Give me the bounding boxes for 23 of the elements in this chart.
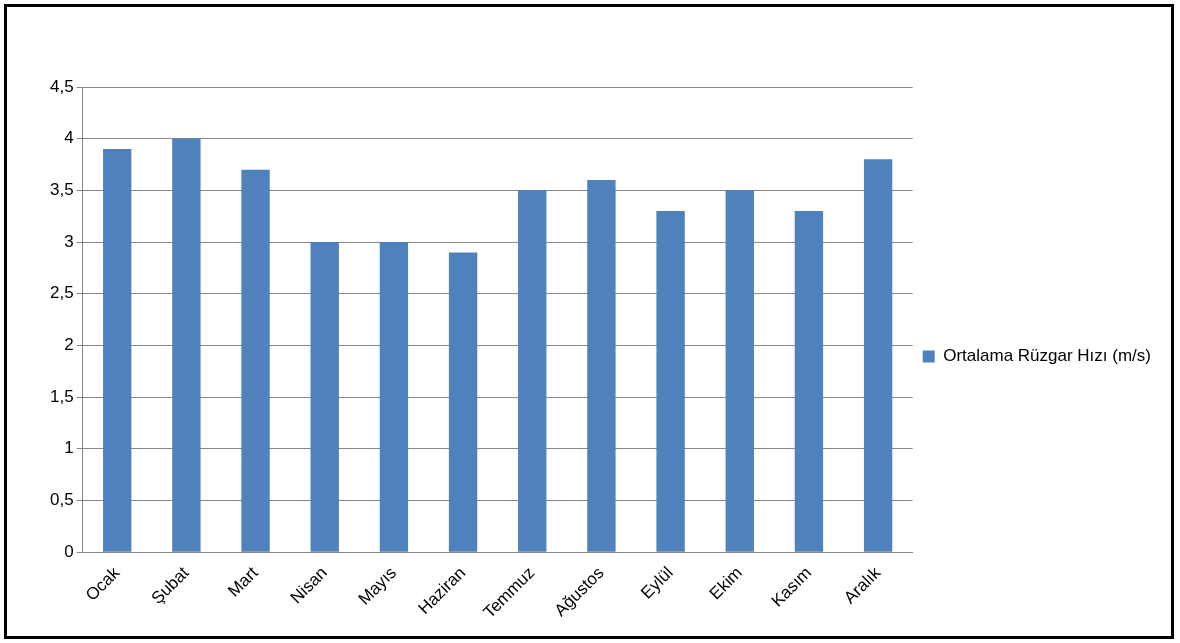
bar [863, 159, 893, 552]
bar [241, 169, 270, 552]
y-tick-label: 2 [64, 335, 74, 355]
y-tick-label: 4,5 [49, 76, 74, 96]
bar [103, 149, 132, 552]
bar [518, 190, 547, 552]
bar [448, 252, 478, 552]
bar [379, 242, 409, 552]
y-tick-label: 3,5 [49, 180, 74, 200]
bar [794, 211, 824, 552]
bar [587, 180, 616, 552]
bar [656, 211, 685, 552]
bar [310, 242, 339, 552]
y-tick-label: 0,5 [49, 490, 74, 510]
y-tick-label: 4 [64, 128, 74, 148]
y-tick-label: 0 [64, 541, 74, 561]
y-tick-label: 1,5 [49, 386, 74, 406]
bar [725, 190, 754, 552]
y-tick-label: 3 [64, 231, 74, 251]
legend-label: Ortalama Rüzgar Hızı (m/s) [943, 346, 1151, 366]
bar [172, 138, 201, 552]
y-tick-label: 2,5 [49, 283, 74, 303]
y-tick-label: 1 [64, 438, 74, 458]
